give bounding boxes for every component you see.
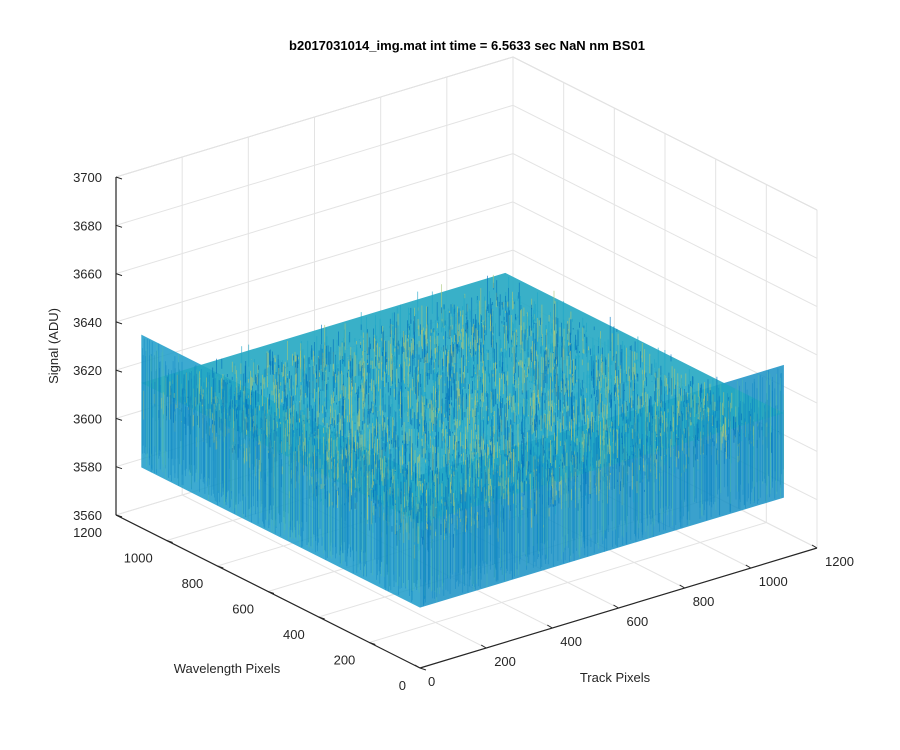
- surface-plot: [141, 272, 784, 608]
- grid-line: [369, 522, 767, 643]
- grid-line: [512, 153, 818, 308]
- grid-line: [115, 249, 514, 371]
- grid-line: [115, 56, 514, 178]
- grid-line: [512, 201, 818, 356]
- grid-line: [512, 56, 818, 211]
- grid-line: [115, 201, 514, 323]
- grid-line: [512, 104, 818, 259]
- grid-line: [115, 153, 514, 275]
- grid-line: [115, 104, 514, 226]
